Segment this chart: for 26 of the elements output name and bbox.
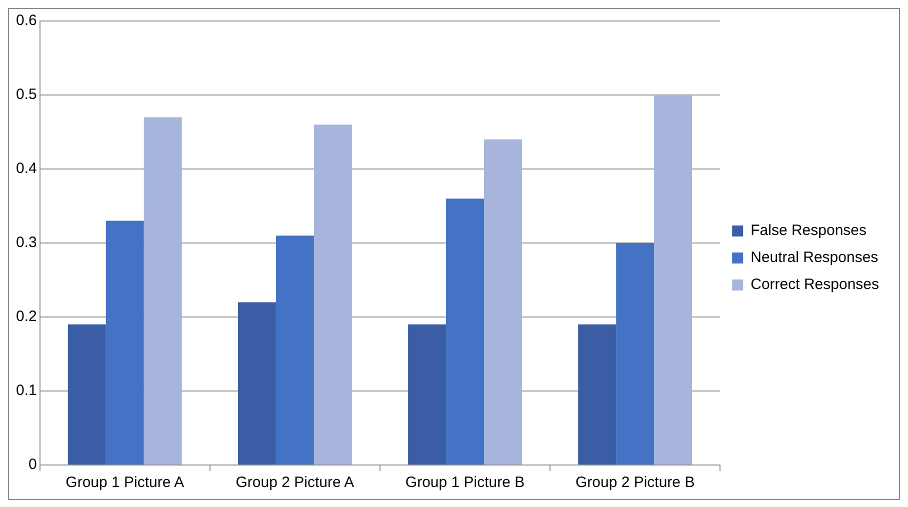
legend-label: Correct Responses <box>750 276 880 294</box>
bar <box>654 95 692 464</box>
bar <box>238 302 276 464</box>
y-tick-label: 0.6 <box>16 12 37 30</box>
y-tick-label: 0.1 <box>16 382 37 400</box>
bar <box>616 243 654 464</box>
bar <box>484 139 522 464</box>
x-tick-label: Group 1 Picture A <box>66 474 184 492</box>
x-tick-label: Group 2 Picture B <box>575 474 695 492</box>
bar <box>276 236 314 464</box>
x-tick-label: Group 1 Picture B <box>405 474 525 492</box>
bar <box>314 124 352 464</box>
y-tick-label: 0 <box>28 456 37 474</box>
y-tick-label: 0.2 <box>16 308 37 326</box>
bar <box>408 324 446 464</box>
legend-label: False Responses <box>750 222 867 240</box>
legend-label: Neutral Responses <box>750 249 878 266</box>
bar <box>446 198 484 464</box>
bar <box>68 324 106 464</box>
bar <box>578 324 616 464</box>
y-tick-label: 0.4 <box>16 160 37 178</box>
x-tick-label: Group 2 Picture A <box>236 474 354 492</box>
bar <box>106 220 144 464</box>
y-tick-label: 0.5 <box>16 86 37 104</box>
bar <box>144 117 182 464</box>
y-tick-label: 0.3 <box>16 234 37 252</box>
